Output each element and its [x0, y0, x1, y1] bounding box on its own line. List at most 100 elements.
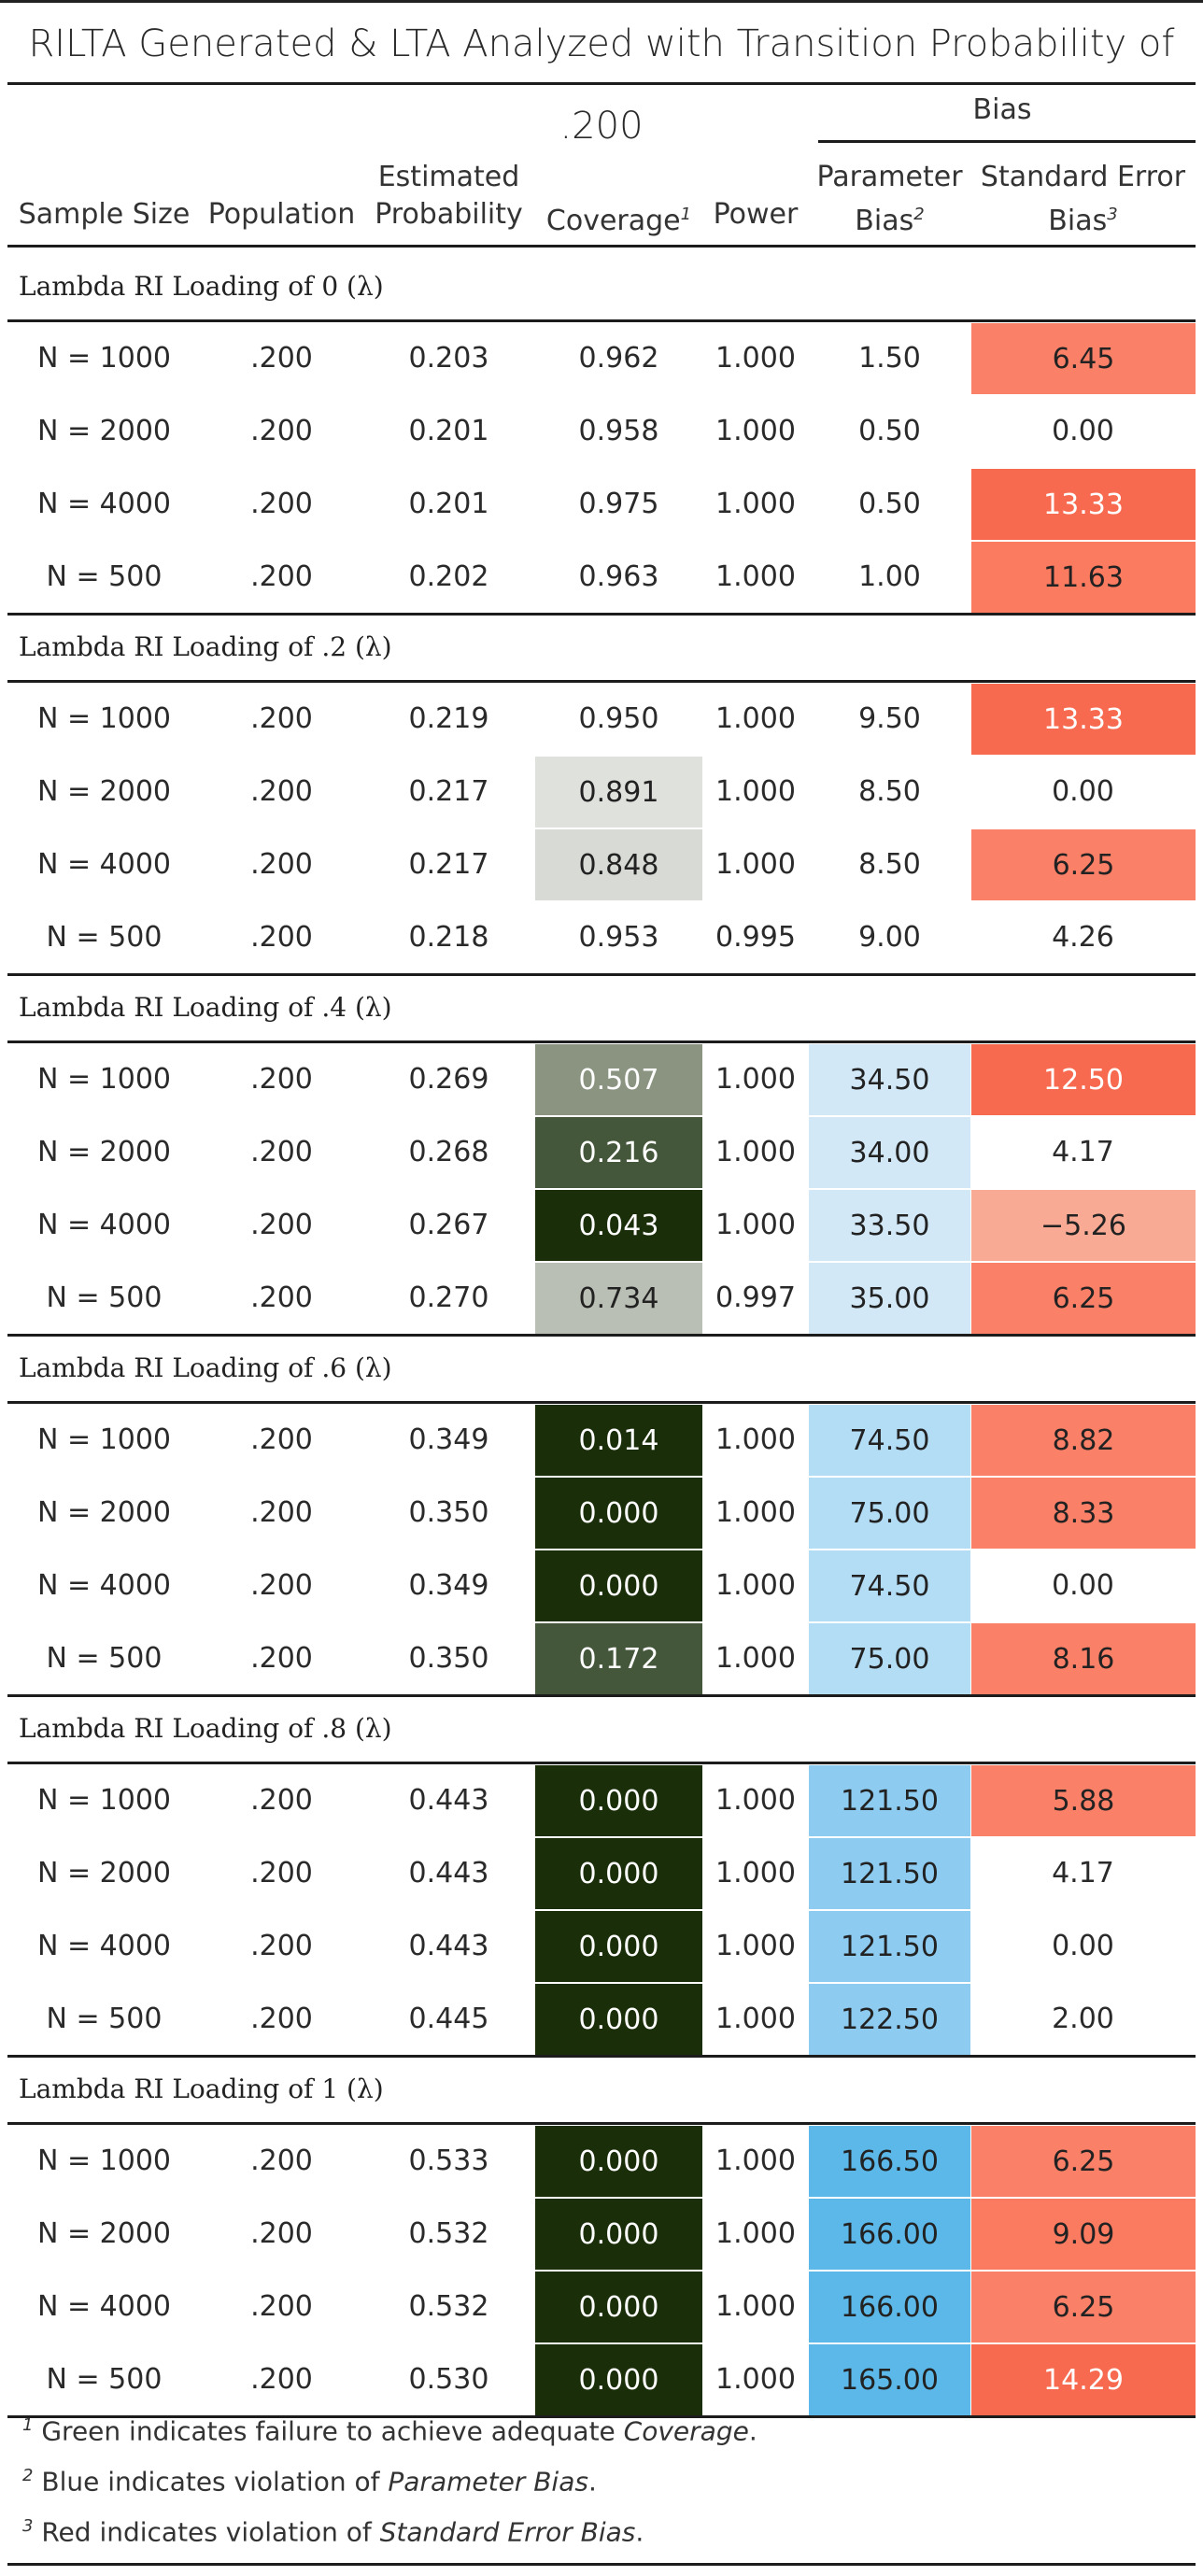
cell-coverage: 0.507	[535, 1043, 702, 1116]
cell-power: 1.000	[715, 848, 796, 881]
cell-population: .200	[250, 1496, 313, 1529]
cell-population: .200	[250, 1423, 313, 1456]
cell-estimated-probability: 0.201	[408, 488, 489, 520]
cell-coverage: 0.043	[535, 1189, 702, 1262]
cell-parameter-bias: 9.50	[858, 702, 921, 735]
cell-population: .200	[250, 1063, 313, 1096]
cell-parameter-bias: 0.50	[858, 415, 921, 447]
cell-estimated-probability: 0.202	[408, 560, 489, 593]
footnote-3: 3 Red indicates violation of Standard Er…	[22, 2516, 644, 2548]
cell-standard-error-bias: 0.00	[1052, 1930, 1114, 1962]
cell-estimated-probability: 0.217	[408, 775, 489, 808]
cell-sample-size: N = 500	[46, 560, 163, 593]
cell-sample-size: N = 500	[46, 2003, 163, 2035]
footnote-marker: 3	[1107, 205, 1118, 224]
cell-estimated-probability: 0.349	[408, 1423, 489, 1456]
cell-standard-error-bias: 5.88	[971, 1764, 1196, 1837]
cell-parameter-bias: 8.50	[858, 775, 921, 808]
group-title: Lambda RI Loading of 0 (λ)	[19, 271, 384, 302]
cell-sample-size: N = 2000	[37, 1136, 171, 1168]
cell-coverage: 0.734	[535, 1262, 702, 1335]
group-rule	[7, 1762, 1196, 1764]
cell-standard-error-bias: 4.26	[1052, 921, 1114, 954]
column-header-line: Bias2	[855, 205, 925, 237]
group-title: Lambda RI Loading of 1 (λ)	[19, 2074, 384, 2104]
cell-standard-error-bias: 6.25	[971, 828, 1196, 901]
group-bottom-rule	[7, 1694, 1196, 1697]
footnote-2: 2 Blue indicates violation of Parameter …	[22, 2466, 597, 2498]
cell-parameter-bias: 1.50	[858, 342, 921, 375]
cell-power: 1.000	[715, 488, 796, 520]
cell-parameter-bias: 35.00	[809, 1262, 970, 1335]
cell-population: .200	[250, 1569, 313, 1602]
cell-parameter-bias: 121.50	[809, 1837, 970, 1910]
cell-coverage: 0.000	[535, 2198, 702, 2271]
cell-coverage: 0.958	[578, 415, 659, 447]
cell-parameter-bias: 122.50	[809, 1983, 970, 2056]
column-header-line: Parameter	[816, 161, 963, 193]
cell-standard-error-bias: 13.33	[971, 683, 1196, 756]
cell-estimated-probability: 0.533	[408, 2144, 489, 2177]
cell-estimated-probability: 0.270	[408, 1281, 489, 1314]
column-header-line: Estimated	[377, 161, 520, 193]
cell-estimated-probability: 0.443	[408, 1784, 489, 1817]
cell-population: .200	[250, 1857, 313, 1890]
cell-power: 1.000	[715, 560, 796, 593]
cell-power: 1.000	[715, 1496, 796, 1529]
cell-population: .200	[250, 1930, 313, 1962]
cell-sample-size: N = 1000	[37, 1784, 171, 1817]
cell-population: .200	[250, 848, 313, 881]
cell-coverage: 0.000	[535, 2271, 702, 2343]
group-title: Lambda RI Loading of .8 (λ)	[19, 1713, 392, 1744]
cell-standard-error-bias: 2.00	[1052, 2003, 1114, 2035]
group-bottom-rule	[7, 613, 1196, 616]
cell-estimated-probability: 0.350	[408, 1496, 489, 1529]
cell-population: .200	[250, 775, 313, 808]
cell-power: 1.000	[715, 702, 796, 735]
cell-coverage: 0.000	[535, 1837, 702, 1910]
cell-standard-error-bias: 6.25	[971, 2125, 1196, 2198]
cell-population: .200	[250, 2363, 313, 2396]
cell-coverage: 0.000	[535, 1983, 702, 2056]
cell-coverage: 0.000	[535, 1764, 702, 1837]
cell-power: 1.000	[715, 1423, 796, 1456]
cell-parameter-bias: 0.50	[858, 488, 921, 520]
cell-standard-error-bias: 8.16	[971, 1622, 1196, 1695]
header-rule	[7, 245, 1196, 248]
column-header-line: Standard Error	[980, 161, 1186, 193]
column-header-line: Coverage1	[545, 205, 692, 237]
cell-sample-size: N = 4000	[37, 488, 171, 520]
column-header-line: Bias3	[1048, 205, 1118, 237]
cell-parameter-bias: 166.00	[809, 2271, 970, 2343]
cell-estimated-probability: 0.201	[408, 415, 489, 447]
cell-estimated-probability: 0.268	[408, 1136, 489, 1168]
cell-standard-error-bias: 12.50	[971, 1043, 1196, 1116]
cell-coverage: 0.000	[535, 1910, 702, 1983]
group-title: Lambda RI Loading of .4 (λ)	[19, 992, 392, 1023]
cell-estimated-probability: 0.218	[408, 921, 489, 954]
cell-power: 1.000	[715, 2003, 796, 2035]
cell-standard-error-bias: 0.00	[1052, 775, 1114, 808]
cell-power: 1.000	[715, 1136, 796, 1168]
cell-standard-error-bias: 4.17	[1052, 1136, 1114, 1168]
cell-estimated-probability: 0.269	[408, 1063, 489, 1096]
footnote-marker: 3	[22, 2516, 34, 2536]
cell-sample-size: N = 2000	[37, 1857, 171, 1890]
group-bottom-rule	[7, 2055, 1196, 2058]
cell-sample-size: N = 4000	[37, 848, 171, 881]
cell-standard-error-bias: 13.33	[971, 468, 1196, 541]
cell-sample-size: N = 2000	[37, 775, 171, 808]
table-title: RILTA Generated & LTA Analyzed with Tran…	[0, 0, 1203, 148]
cell-sample-size: N = 1000	[37, 342, 171, 375]
cell-standard-error-bias: 14.29	[971, 2343, 1196, 2416]
column-header-line: Probability	[375, 198, 523, 231]
group-title: Lambda RI Loading of .6 (λ)	[19, 1352, 392, 1383]
cell-coverage: 0.000	[535, 2343, 702, 2416]
title-rule	[7, 82, 1196, 85]
cell-population: .200	[250, 488, 313, 520]
cell-standard-error-bias: 8.33	[971, 1477, 1196, 1550]
cell-power: 1.000	[715, 1569, 796, 1602]
cell-estimated-probability: 0.445	[408, 2003, 489, 2035]
cell-population: .200	[250, 2003, 313, 2035]
